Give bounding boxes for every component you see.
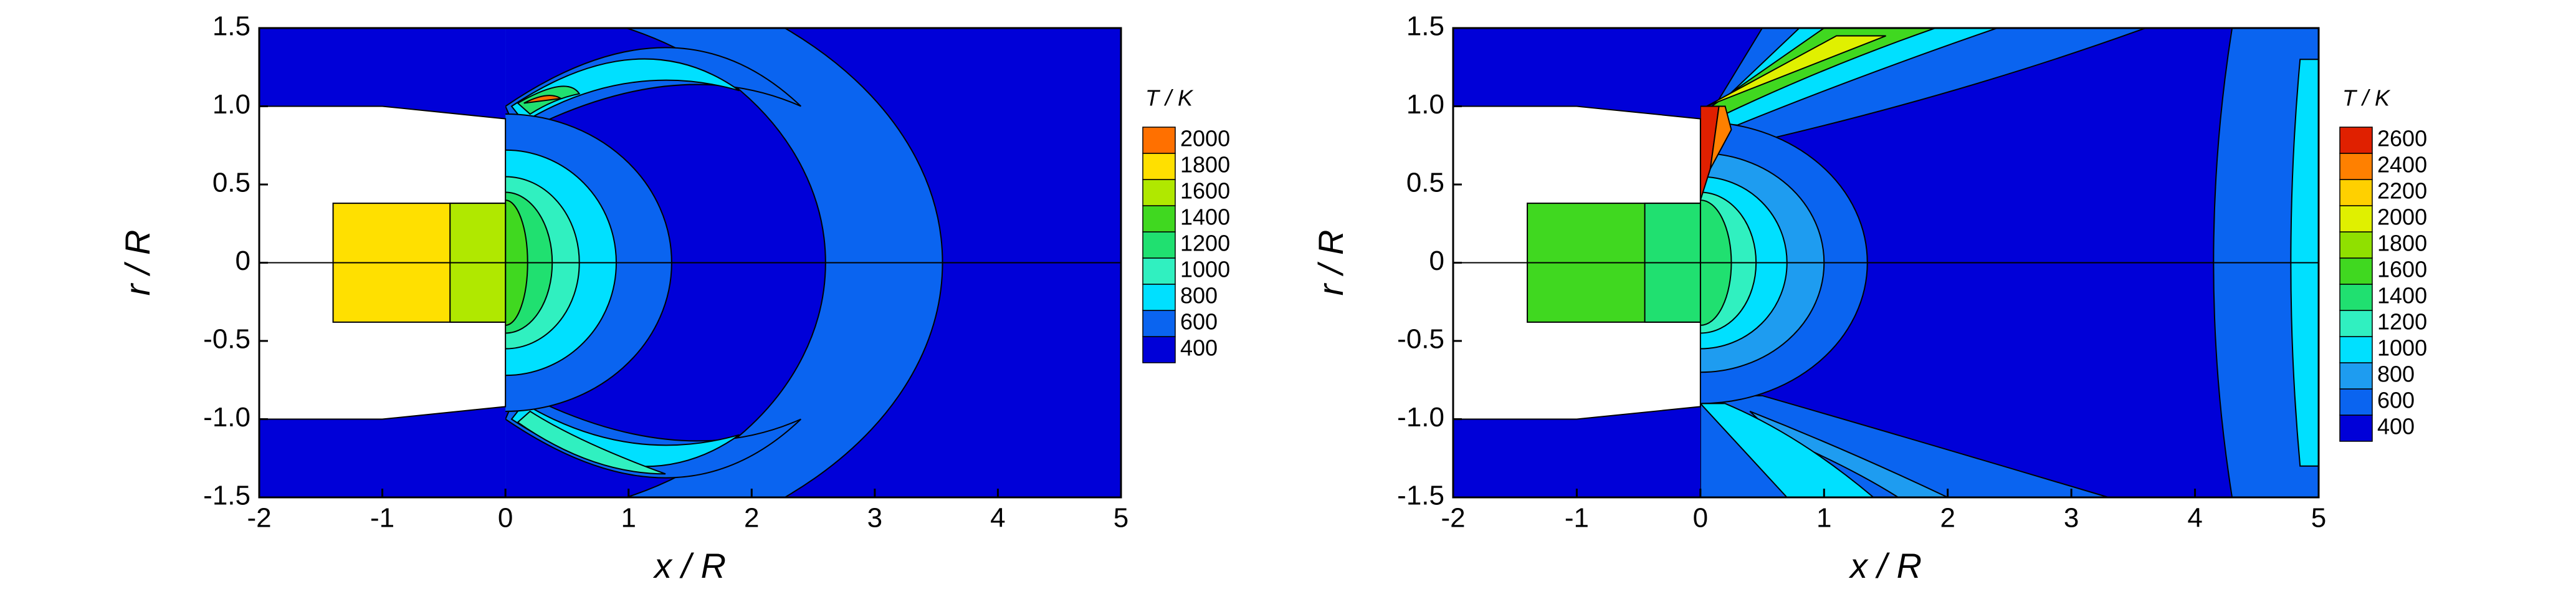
x-tick-label: -1: [370, 503, 394, 534]
x-tick-label: 5: [2311, 503, 2326, 534]
colorbar-label: 1600: [2377, 257, 2427, 282]
x-tick-label: 3: [2064, 503, 2079, 534]
x-tick-label: 4: [2187, 503, 2202, 534]
y-tick-label: -1.0: [1397, 402, 1444, 433]
colorbar-label: 2600: [2377, 126, 2427, 151]
contour-field: [1453, 28, 2319, 497]
y-axis-label: r / R: [118, 230, 157, 296]
colorbar-label: 1800: [2377, 231, 2427, 256]
colorbar-swatch: [2339, 388, 2373, 416]
colorbar-label: 400: [1180, 335, 1218, 361]
colorbar-swatch: [1142, 205, 1176, 232]
y-tick-label: -1.5: [203, 481, 250, 511]
colorbar-label: 1800: [1180, 152, 1230, 178]
colorbar-swatch: [2339, 336, 2373, 363]
colorbar-label: 400: [2377, 414, 2415, 439]
x-tick-label: -1: [1565, 503, 1589, 534]
x-axis-label: x / R: [1848, 546, 1922, 585]
colorbar-swatch: [2339, 257, 2373, 285]
colorbar-swatch: [2339, 153, 2373, 180]
colorbar-label: 2400: [2377, 152, 2427, 178]
colorbar-label: 1200: [1180, 231, 1230, 256]
colorbar-swatch: [1142, 231, 1176, 259]
colorbar-swatch: [2339, 310, 2373, 337]
x-axis-label: x / R: [652, 546, 726, 585]
colorbar-swatch: [1142, 310, 1176, 337]
x-tick-label: -2: [1441, 503, 1465, 534]
x-tick-label: -2: [247, 503, 271, 534]
colorbar-label: 2200: [2377, 178, 2427, 204]
x-tick-label: 1: [1816, 503, 1831, 534]
y-tick-label: 0.5: [1406, 168, 1444, 198]
y-tick-label: -0.5: [203, 324, 250, 355]
x-tick-label: 0: [1693, 503, 1708, 534]
colorbar-label: 1000: [2377, 335, 2427, 361]
colorbar-label: 600: [1180, 309, 1218, 335]
colorbar-swatch: [2339, 127, 2373, 154]
y-tick-label: 1.5: [212, 11, 250, 42]
colorbar-label: 2000: [2377, 204, 2427, 230]
x-tick-label: 2: [1940, 503, 1955, 534]
colorbar-label: 800: [2377, 362, 2415, 387]
x-tick-label: 0: [498, 503, 513, 534]
y-tick-label: 1.0: [212, 89, 250, 120]
colorbar-label: 1400: [2377, 283, 2427, 309]
colorbar-label: 1600: [1180, 178, 1230, 204]
y-tick-label: 0.5: [212, 168, 250, 198]
y-tick-label: 1.0: [1406, 89, 1444, 120]
colorbar-label: 600: [2377, 388, 2415, 413]
y-axis-label: r / R: [1311, 230, 1350, 296]
colorbar-title: T / K: [2342, 85, 2391, 111]
colorbar-swatch: [2339, 362, 2373, 390]
colorbar-title: T / K: [1145, 85, 1194, 111]
colorbar-label: 1200: [2377, 309, 2427, 335]
colorbar-label: 1400: [1180, 204, 1230, 230]
x-tick-label: 4: [990, 503, 1005, 534]
y-tick-label: 0: [1429, 246, 1444, 276]
colorbar-label: 2000: [1180, 126, 1230, 151]
x-tick-label: 1: [621, 503, 636, 534]
colorbar-swatch: [2339, 414, 2373, 442]
colorbar-swatch: [1142, 127, 1176, 154]
colorbar-swatch: [1142, 257, 1176, 285]
y-tick-label: 1.5: [1406, 11, 1444, 42]
colorbar-swatch: [2339, 205, 2373, 232]
colorbar-swatch: [1142, 336, 1176, 363]
y-tick-label: -0.5: [1397, 324, 1444, 355]
colorbar-swatch: [1142, 284, 1176, 311]
colorbar-swatch: [2339, 231, 2373, 259]
colorbar-swatch: [2339, 284, 2373, 311]
colorbar-swatch: [1142, 153, 1176, 180]
contour-field: [259, 28, 1122, 497]
colorbar-swatch: [1142, 179, 1176, 206]
colorbar-swatch: [2339, 179, 2373, 206]
colorbar-label: 800: [1180, 283, 1218, 309]
y-tick-label: 0: [236, 246, 250, 276]
y-tick-label: -1.0: [203, 402, 250, 433]
x-tick-label: 3: [867, 503, 882, 534]
x-tick-label: 2: [744, 503, 759, 534]
x-tick-label: 5: [1114, 503, 1128, 534]
y-tick-label: -1.5: [1397, 481, 1444, 511]
colorbar-label: 1000: [1180, 257, 1230, 282]
